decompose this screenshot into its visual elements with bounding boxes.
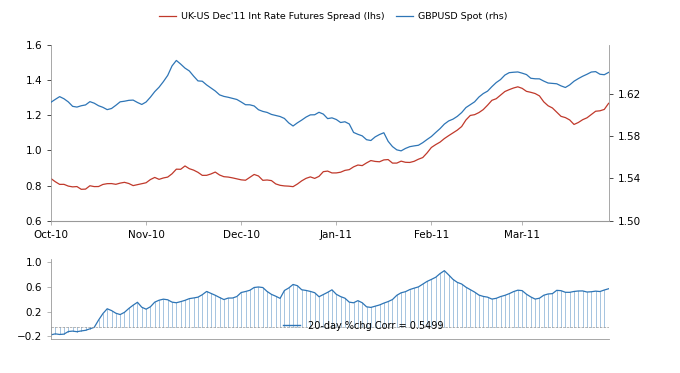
Legend: UK-US Dec'11 Int Rate Futures Spread (lhs), GBPUSD Spot (rhs): UK-US Dec'11 Int Rate Futures Spread (lh…	[156, 9, 511, 25]
Legend: 20-day %chg Corr = 0.5499: 20-day %chg Corr = 0.5499	[279, 317, 447, 335]
